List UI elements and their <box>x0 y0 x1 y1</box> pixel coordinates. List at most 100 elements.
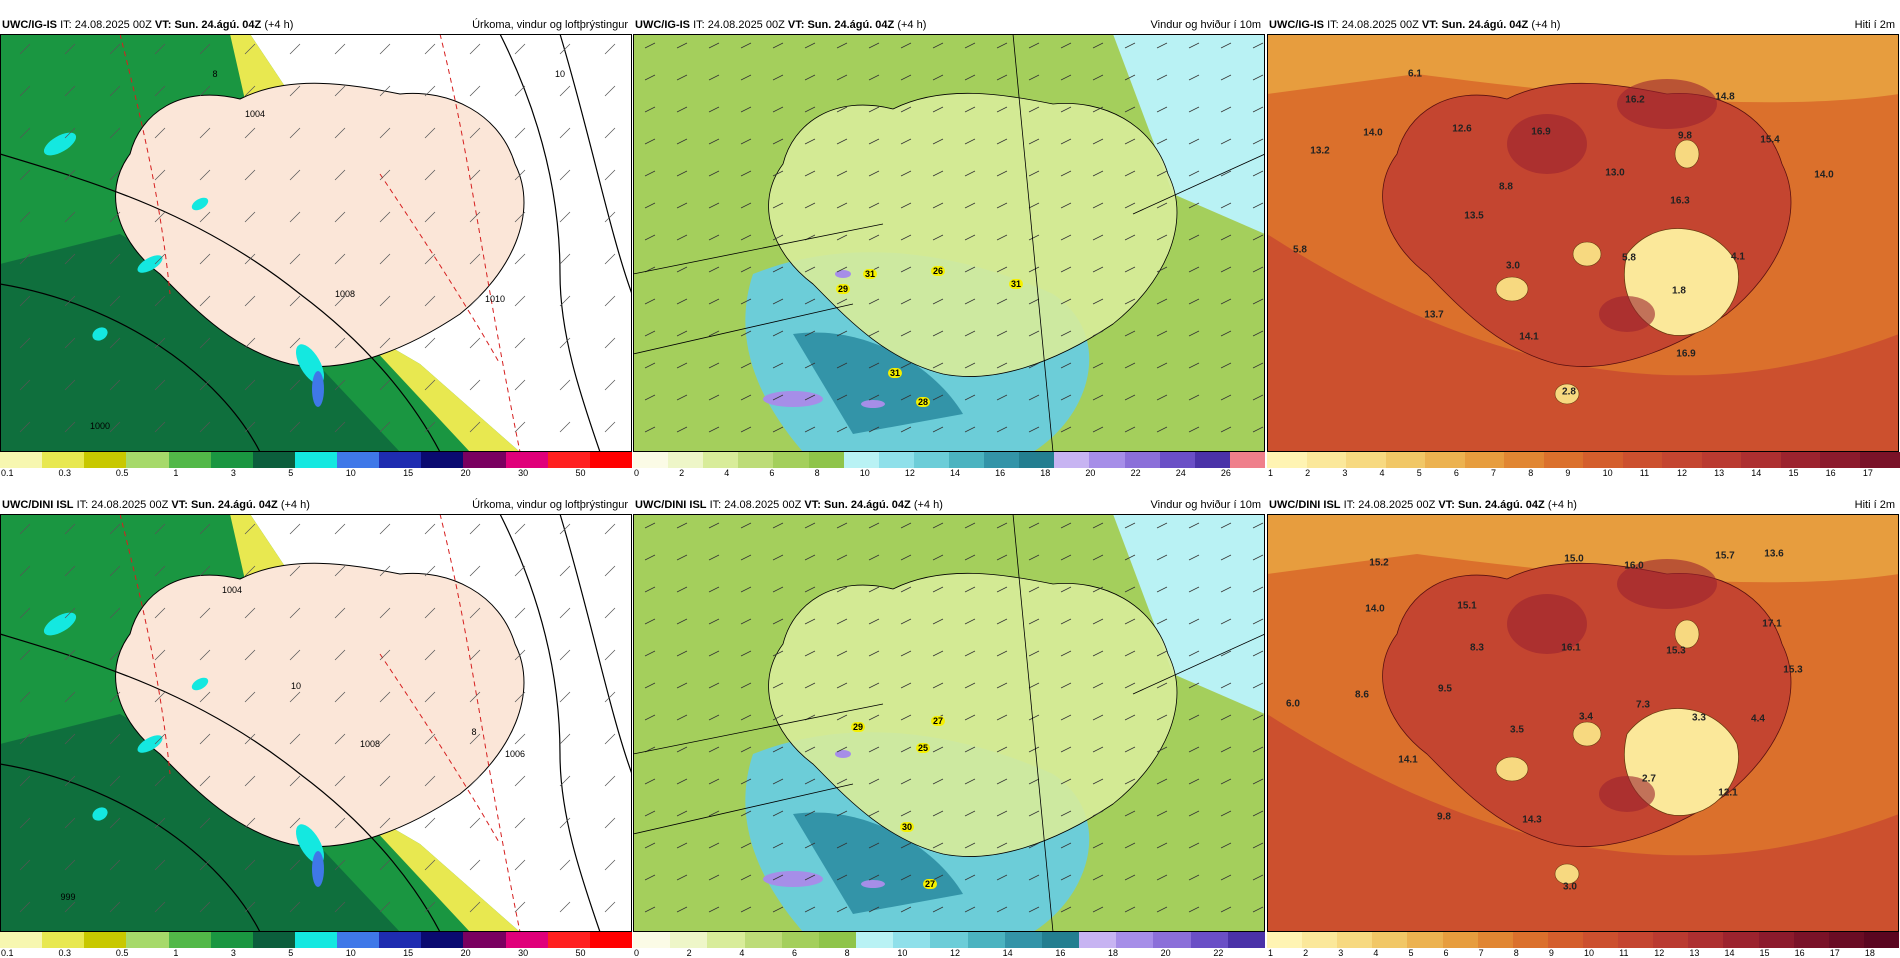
colorbar-tick-label: 1 <box>1268 468 1274 478</box>
temp-label: 3.0 <box>1563 881 1577 893</box>
temp-label: 2.8 <box>1562 386 1576 398</box>
map-area: 1000 1004 1008 1010 10 8 <box>0 34 632 452</box>
panel-run-info: UWC/IG-IS IT: 24.08.2025 00Z VT: Sun. 24… <box>1269 17 1560 33</box>
vt-label: VT: <box>1421 19 1439 31</box>
temp-label: 3.3 <box>1692 712 1706 724</box>
isobar-label: 8 <box>212 69 218 79</box>
temp-label: 3.0 <box>1506 260 1520 272</box>
panel-title: Vindur og hviður í 10m <box>1150 499 1261 511</box>
gust-label: 30 <box>899 822 915 832</box>
colorbar-swatch <box>949 452 985 468</box>
colorbar-tick-label: 13 <box>1714 468 1725 478</box>
wind-map-field <box>633 34 1265 452</box>
temp-label: 5.8 <box>1622 252 1636 264</box>
colorbar-swatch <box>1618 932 1654 948</box>
colorbar-swatch <box>1041 932 1080 948</box>
colorbar-swatch <box>843 452 880 468</box>
colorbar-swatch <box>1227 932 1266 948</box>
temp-label: 13.0 <box>1605 167 1625 179</box>
panel-title: Hiti í 2m <box>1854 499 1895 511</box>
panel-header: UWC/IG-IS IT: 24.08.2025 00Z VT: Sun. 24… <box>0 17 632 33</box>
colorbar-tick-label: 30 <box>518 468 529 478</box>
colorbar-swatch <box>1194 452 1231 468</box>
gust-label: 29 <box>850 722 866 732</box>
forecast-panel: UWC/IG-IS IT: 24.08.2025 00Z VT: Sun. 24… <box>1267 17 1900 478</box>
colorbar-swatch <box>547 452 591 468</box>
colorbar-swatch <box>1124 452 1161 468</box>
isobar-label: 1008 <box>359 739 381 749</box>
map-area: 15.2 14.0 15.0 16.0 15.7 13.6 15.1 8.3 16.1 15.3 1… <box>1267 514 1899 932</box>
init-time: 24.08.2025 00Z <box>1341 19 1419 31</box>
colorbar-swatch <box>1504 452 1544 468</box>
colorbar-tick-label: 0.5 <box>115 468 129 478</box>
gust-label: 28 <box>915 397 931 407</box>
colorbar-tick-label: 10 <box>859 468 870 478</box>
colorbar-swatch <box>337 452 380 468</box>
colorbar-tick-label: 16 <box>995 468 1006 478</box>
lead-time: (+4 h) <box>280 499 310 511</box>
colorbar-legend: 1 2 3 4 5 6 7 8 9 10 11 12 13 14 15 16 17 <box>1267 452 1900 478</box>
colorbar-swatch <box>168 452 212 468</box>
temp-label: 16.9 <box>1676 348 1696 360</box>
colorbar-swatch <box>1004 932 1043 948</box>
temp-label: 4.4 <box>1751 713 1765 725</box>
colorbar-swatch <box>1385 452 1426 468</box>
colorbar-swatch <box>1267 452 1307 468</box>
panel-header: UWC/DINI ISL IT: 24.08.2025 00Z VT: Sun.… <box>633 497 1265 513</box>
colorbar-tick-label: 26 <box>1220 468 1231 478</box>
temp-label: 17.1 <box>1762 618 1782 630</box>
init-time: 24.08.2025 00Z <box>91 499 169 511</box>
panel-header: UWC/DINI ISL IT: 24.08.2025 00Z VT: Sun.… <box>0 497 632 513</box>
colorbar-tick-label: 12 <box>1676 468 1687 478</box>
temp-label: 12.6 <box>1452 123 1472 135</box>
temp-label: 2.7 <box>1642 773 1656 785</box>
colorbar-tick-label: 0.3 <box>58 468 71 478</box>
temp-label: 8.8 <box>1499 181 1513 193</box>
temp-label: 13.5 <box>1464 210 1484 222</box>
isobar-label: 1010 <box>484 294 506 304</box>
temp-label: 1.8 <box>1672 285 1686 297</box>
isobar-label: 10 <box>290 681 302 691</box>
colorbar-swatch <box>1543 452 1584 468</box>
colorbar-tick-label: 5 <box>1416 468 1422 478</box>
temp-label: 16.2 <box>1625 94 1645 106</box>
temp-label: 16.9 <box>1531 126 1551 138</box>
colorbar-swatch <box>1688 932 1724 948</box>
colorbar-swatch <box>337 932 380 948</box>
colorbar-tick-label: 4 <box>724 468 730 478</box>
colorbar-swatch <box>1583 932 1619 948</box>
colorbar-swatch <box>818 932 857 948</box>
temp-label: 8.3 <box>1470 642 1484 654</box>
panel-title: Hiti í 2m <box>1854 19 1895 31</box>
map-area: 999 1004 1008 1006 10 8 <box>0 514 632 932</box>
colorbar-tick-label: 0 <box>634 468 640 478</box>
model-name: UWC/DINI ISL <box>2 499 74 511</box>
temp-label: 15.4 <box>1760 134 1780 146</box>
vt-label: VT: <box>787 19 805 31</box>
colorbar-swatch <box>1190 932 1229 948</box>
temp-label: 7.3 <box>1636 699 1650 711</box>
colorbar-swatch <box>547 932 591 948</box>
colorbar-swatch <box>1828 932 1865 948</box>
colorbar-swatch <box>210 932 254 948</box>
colorbar-tick-label: 3 <box>1342 468 1348 478</box>
colorbar-swatch <box>856 932 894 948</box>
precip-map-field <box>0 514 632 932</box>
it-label: IT: <box>1343 499 1356 511</box>
temp-label: 16.3 <box>1670 195 1690 207</box>
temp-label: 5.8 <box>1293 244 1307 256</box>
panel-title: Úrkoma, vindur og loftþrýstingur <box>472 19 628 31</box>
panel-run-info: UWC/IG-IS IT: 24.08.2025 00Z VT: Sun. 24… <box>2 17 293 33</box>
isobar-label: 1006 <box>504 749 526 759</box>
colorbar-swatch <box>1477 932 1514 948</box>
colorbar-swatch <box>878 452 915 468</box>
it-label: IT: <box>709 499 722 511</box>
valid-time: Sun. 24.ágú. 04Z <box>174 19 262 31</box>
valid-time: Sun. 24.ágú. 04Z <box>190 499 278 511</box>
valid-time: Sun. 24.ágú. 04Z <box>1457 499 1545 511</box>
colorbar-swatch <box>1464 452 1505 468</box>
colorbar-tick-label: 8 <box>814 468 820 478</box>
colorbar-swatch <box>1780 452 1821 468</box>
colorbar-swatch <box>1019 452 1055 468</box>
temp-label: 16.1 <box>1561 642 1581 654</box>
